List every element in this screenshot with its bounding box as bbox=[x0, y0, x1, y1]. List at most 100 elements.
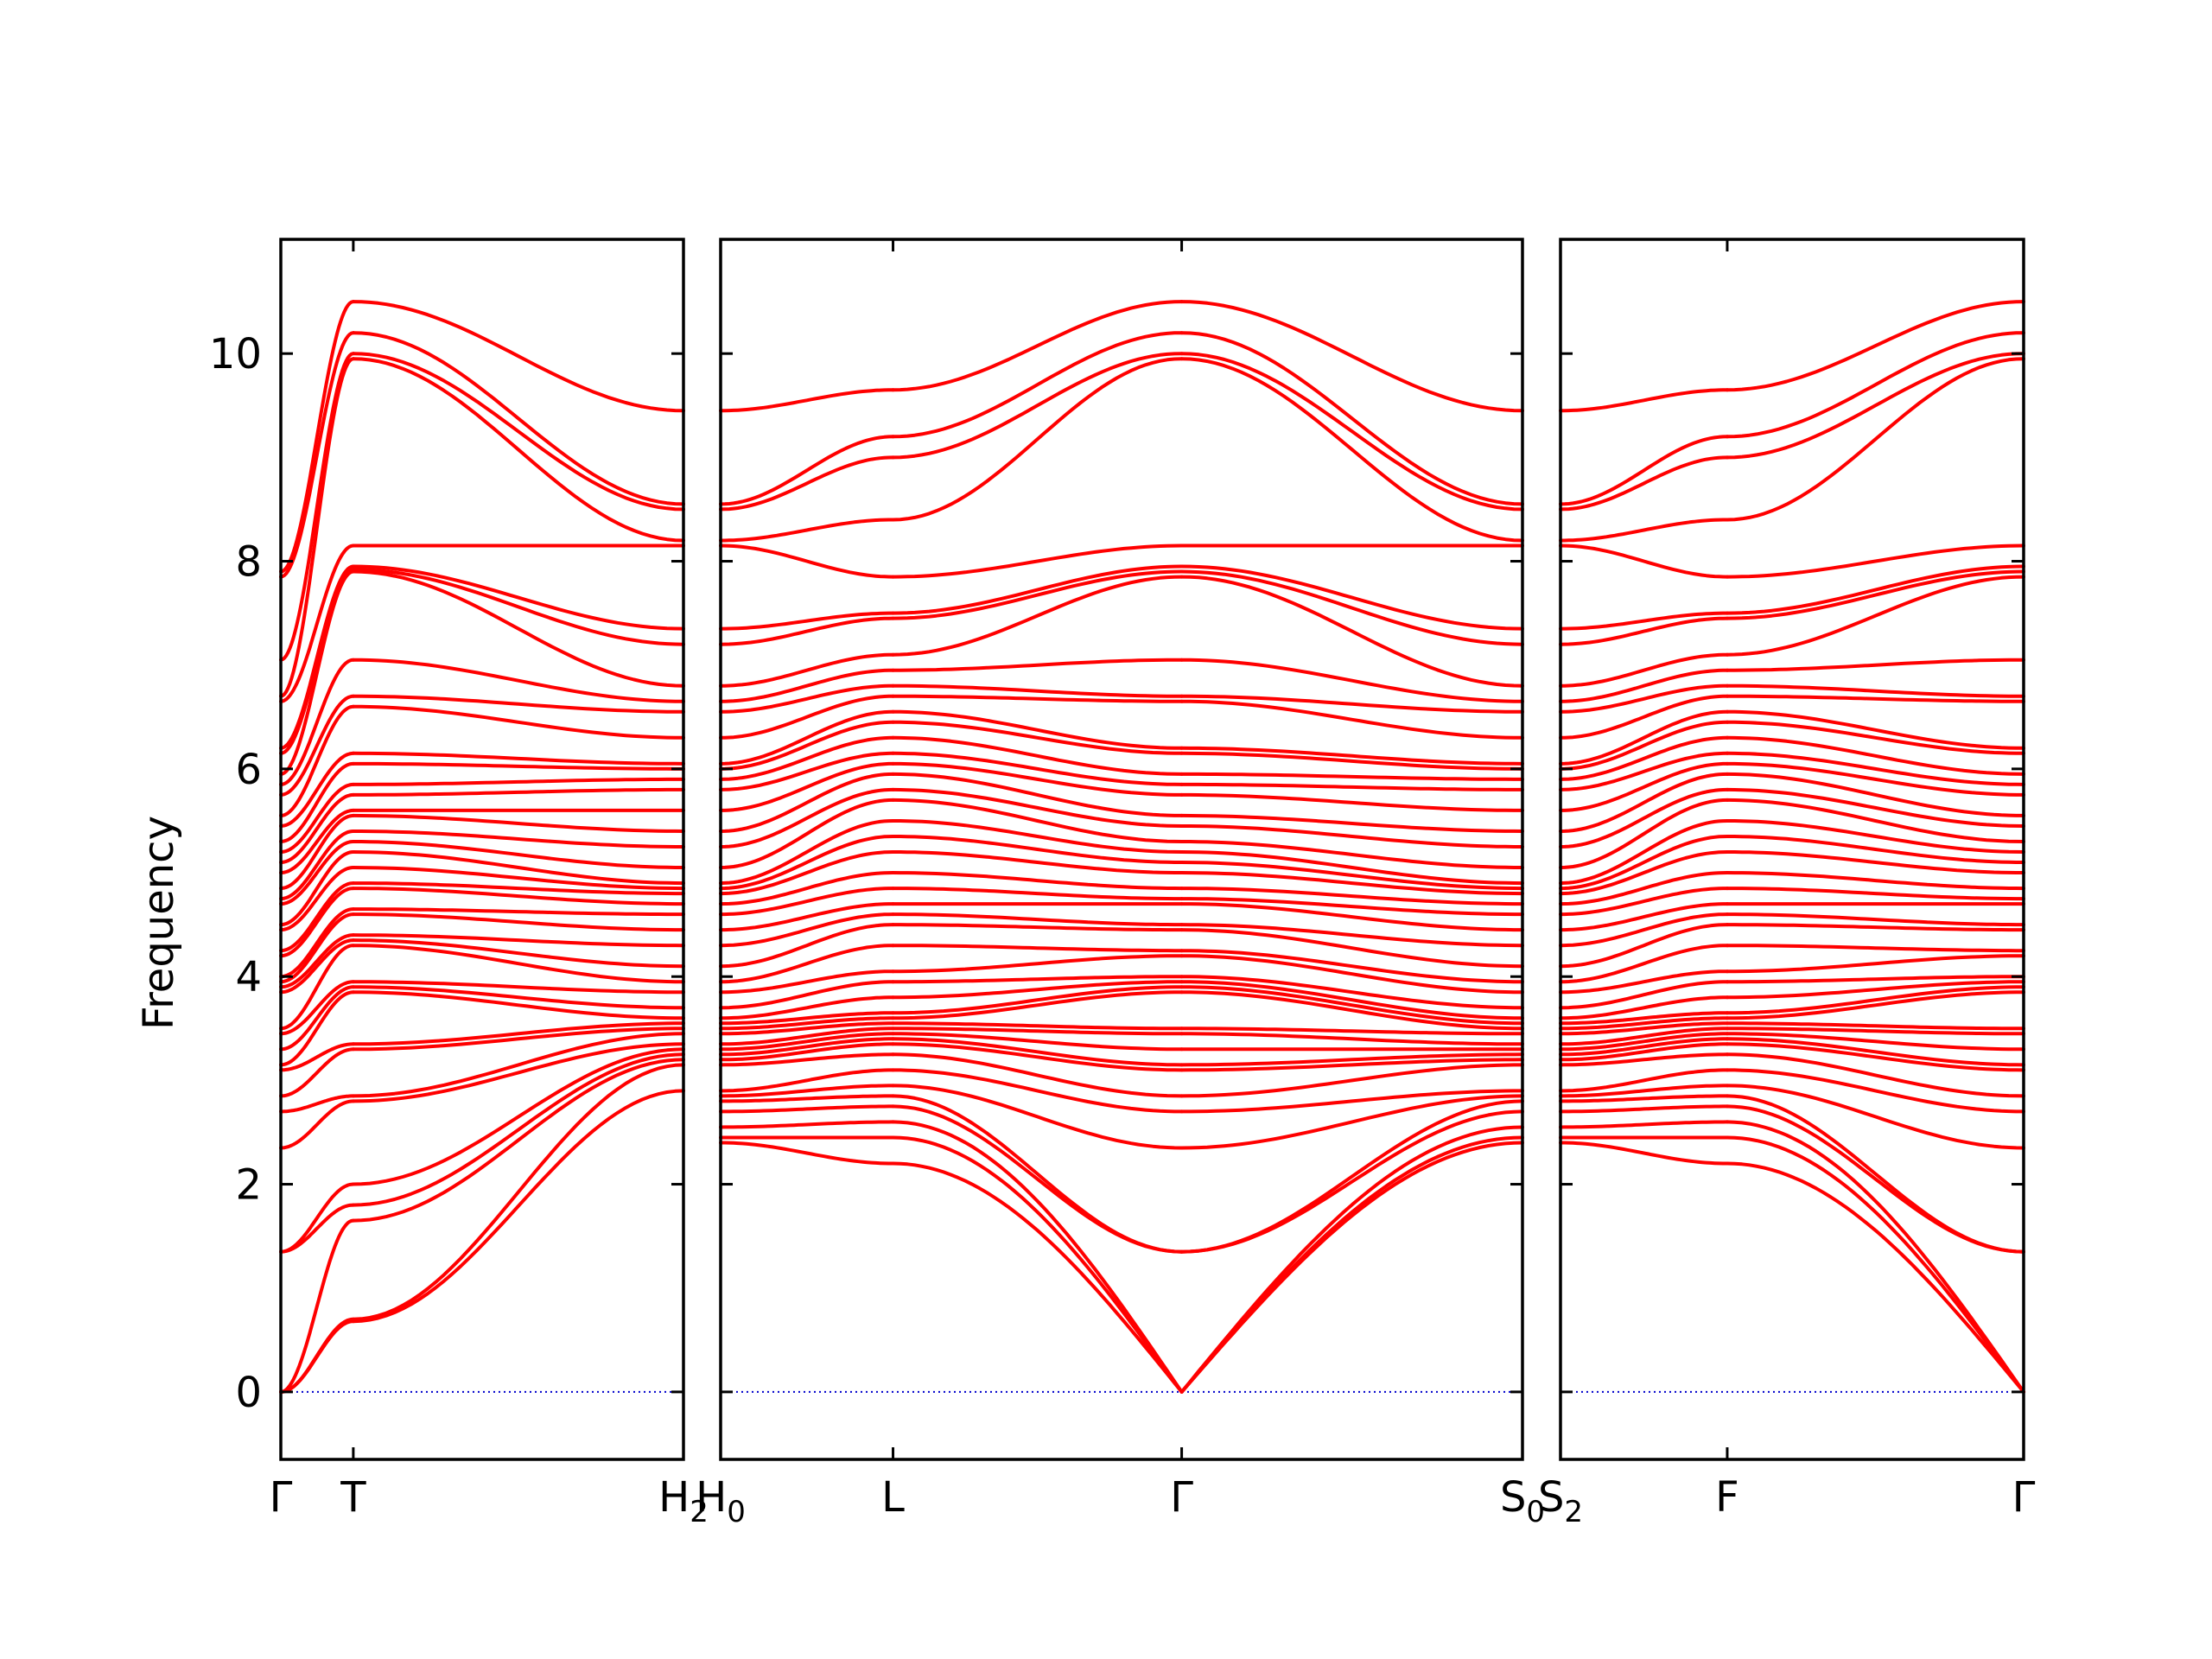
band-branch bbox=[1726, 871, 2025, 891]
band-branch bbox=[351, 569, 685, 688]
band-branch bbox=[279, 1182, 355, 1254]
band-branch bbox=[279, 1042, 355, 1072]
band-branch bbox=[891, 772, 1184, 817]
band-branch bbox=[1726, 1052, 2025, 1098]
band-branch bbox=[891, 331, 1184, 439]
band-branch bbox=[891, 694, 1184, 703]
band-branch bbox=[1726, 985, 2025, 1015]
band-branch bbox=[719, 772, 895, 833]
band-branch bbox=[719, 751, 895, 791]
band-branch bbox=[1179, 782, 1524, 791]
band-branch bbox=[1179, 871, 1524, 896]
band-branch bbox=[1726, 835, 2025, 864]
band-branch bbox=[1559, 798, 1729, 869]
band-branch bbox=[1559, 388, 1729, 413]
band-branch bbox=[279, 866, 355, 932]
band-branch bbox=[1179, 985, 1524, 1026]
band-branch bbox=[1559, 1068, 1729, 1093]
band-branch bbox=[719, 720, 895, 771]
band-branch bbox=[1726, 1037, 2025, 1067]
band-branch bbox=[1726, 1094, 2025, 1254]
band-branch bbox=[351, 1052, 685, 1207]
band-branch bbox=[1726, 300, 2025, 392]
band-branch bbox=[1726, 357, 2025, 522]
band-branch bbox=[891, 1120, 1184, 1394]
band-branch bbox=[279, 1317, 355, 1394]
band-branch bbox=[1559, 1011, 1729, 1026]
band-branch bbox=[1179, 928, 1524, 969]
band-branch bbox=[891, 1135, 1184, 1394]
band-branch bbox=[1179, 840, 1524, 869]
band-branch bbox=[891, 1037, 1184, 1067]
band-branch bbox=[1726, 735, 2025, 776]
band-branch bbox=[1179, 1099, 1524, 1254]
band-branch bbox=[1559, 871, 1729, 906]
band-branch bbox=[1726, 912, 2025, 927]
band-branch bbox=[279, 352, 355, 662]
band-branch bbox=[1559, 1084, 1729, 1098]
band-branch bbox=[1726, 331, 2025, 439]
band-branch bbox=[1726, 1120, 2025, 1394]
band-branch bbox=[1726, 658, 2025, 672]
band-branch bbox=[1726, 575, 2025, 657]
band-branch bbox=[1179, 300, 1524, 413]
band-branch bbox=[1559, 518, 1729, 543]
band-branch bbox=[719, 1104, 895, 1114]
band-branch bbox=[1179, 861, 1524, 891]
band-branch bbox=[351, 1027, 685, 1052]
band-branch bbox=[1179, 569, 1524, 646]
band-branch bbox=[891, 985, 1184, 1015]
band-branch bbox=[1559, 761, 1729, 812]
band-branch bbox=[1179, 897, 1524, 917]
x-tick-label: T bbox=[340, 1473, 366, 1522]
band-branch bbox=[891, 798, 1184, 843]
band-branch bbox=[719, 611, 895, 631]
band-branch bbox=[279, 990, 355, 1067]
band-branch bbox=[1559, 694, 1729, 740]
band-branch bbox=[1179, 1063, 1524, 1098]
band-branch bbox=[279, 887, 355, 958]
band-branch bbox=[1179, 1027, 1524, 1036]
band-branch bbox=[891, 954, 1184, 974]
band-branch bbox=[1559, 969, 1729, 995]
band-branch bbox=[719, 518, 895, 543]
band-branch bbox=[351, 751, 685, 766]
band-branch bbox=[719, 995, 895, 1020]
band-branch bbox=[719, 819, 895, 886]
band-branch bbox=[1559, 1094, 1729, 1103]
band-branch bbox=[1179, 575, 1524, 688]
band-branch bbox=[351, 1021, 685, 1046]
y-tick-label: 8 bbox=[235, 538, 262, 587]
band-branch bbox=[891, 1052, 1184, 1098]
band-branch bbox=[1559, 668, 1729, 703]
band-branch bbox=[719, 1141, 895, 1166]
band-branch bbox=[891, 887, 1184, 901]
band-branch bbox=[1559, 1104, 1729, 1114]
band-branch bbox=[351, 357, 685, 543]
band-branch bbox=[891, 819, 1184, 854]
band-lines bbox=[1559, 300, 2025, 1394]
band-branch bbox=[891, 761, 1184, 797]
band-branch bbox=[719, 787, 895, 849]
band-branch bbox=[1559, 543, 1729, 579]
band-branch bbox=[351, 933, 685, 948]
band-branch bbox=[1179, 1052, 1524, 1067]
band-branch bbox=[719, 944, 895, 984]
x-tick-label: Γ bbox=[2012, 1473, 2036, 1522]
band-branch bbox=[719, 668, 895, 703]
band-lines bbox=[719, 300, 1524, 1394]
band-branch bbox=[1179, 813, 1524, 833]
x-tick-label: H2 bbox=[658, 1473, 709, 1529]
band-branch bbox=[891, 735, 1184, 776]
band-branch bbox=[1726, 720, 2025, 755]
band-branch bbox=[1179, 949, 1524, 984]
panel-frame bbox=[279, 238, 685, 1461]
band-branch bbox=[891, 569, 1184, 620]
band-branch bbox=[891, 352, 1184, 460]
band-branch bbox=[279, 761, 355, 843]
band-branch bbox=[719, 455, 895, 512]
band-branch bbox=[891, 543, 1184, 579]
band-branch bbox=[1179, 1094, 1524, 1150]
